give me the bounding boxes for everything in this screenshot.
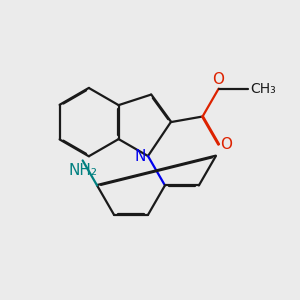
- Text: O: O: [220, 137, 232, 152]
- Text: CH₃: CH₃: [250, 82, 276, 96]
- Text: NH₂: NH₂: [68, 163, 97, 178]
- Text: O: O: [212, 72, 224, 87]
- Text: N: N: [134, 149, 146, 164]
